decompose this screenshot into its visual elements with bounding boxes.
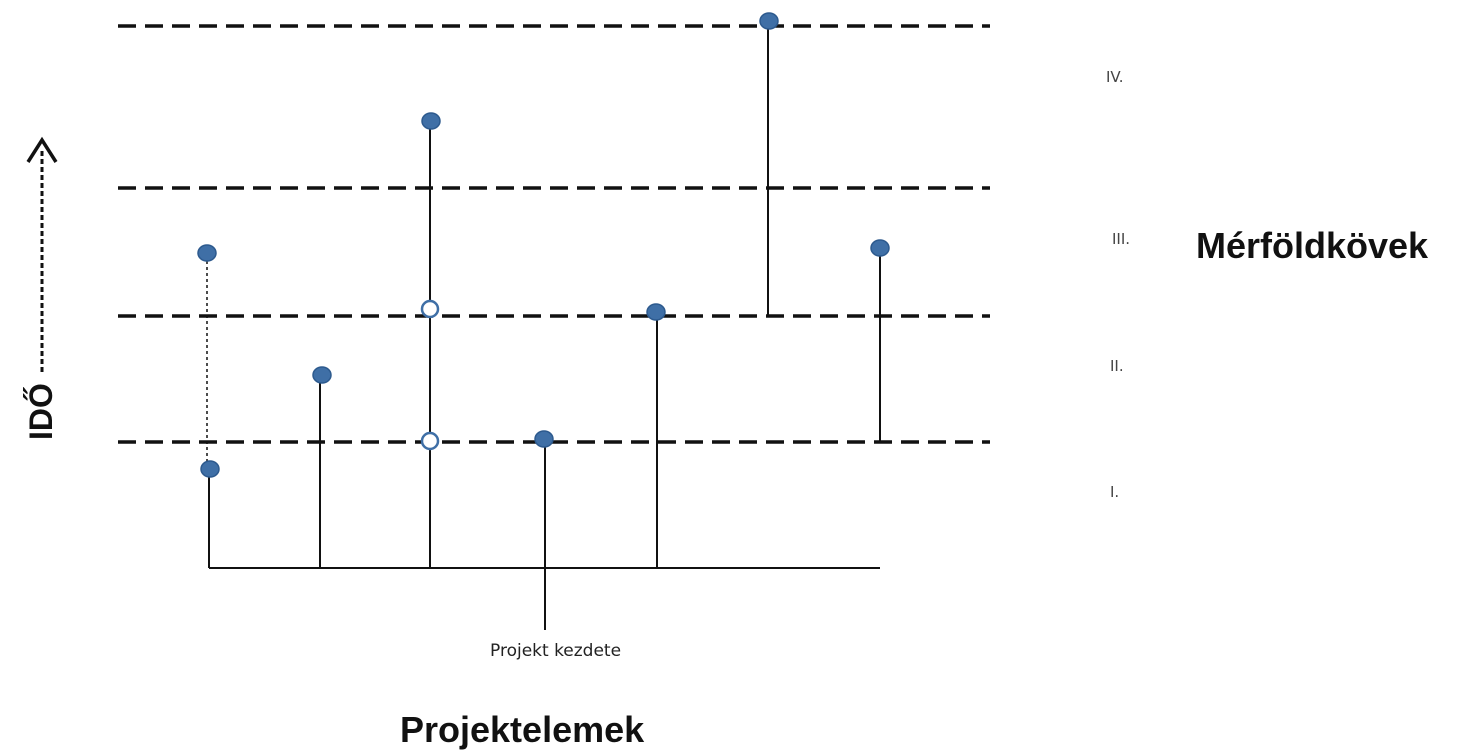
project-start-label: Projekt kezdete (490, 641, 621, 661)
milestone-level-lines (118, 24, 990, 444)
milestone-point (870, 239, 890, 257)
milestone-point (646, 303, 666, 321)
milestone-point-open (420, 431, 440, 451)
project-tree (206, 22, 881, 630)
milestone-point (197, 244, 217, 262)
milestone-points (197, 12, 890, 478)
milestone-point (200, 460, 220, 478)
phase-label-iii: III. (1112, 230, 1130, 248)
milestone-point-open (420, 299, 440, 319)
phase-label-i: I. (1110, 483, 1119, 501)
phase-label-ii: II. (1110, 357, 1124, 375)
milestone-point (421, 112, 441, 130)
milestone-point (759, 12, 779, 30)
milestone-point (312, 366, 332, 384)
phase-label-iv: IV. (1106, 68, 1124, 86)
milestones-label: Mérföldkövek (1196, 225, 1429, 266)
time-axis-arrow-head-icon (26, 136, 58, 163)
milestone-point (534, 430, 554, 448)
project-elements-label: Projektelemek (400, 709, 645, 750)
time-axis: IDŐ (23, 136, 59, 440)
time-axis-label: IDŐ (23, 383, 59, 440)
